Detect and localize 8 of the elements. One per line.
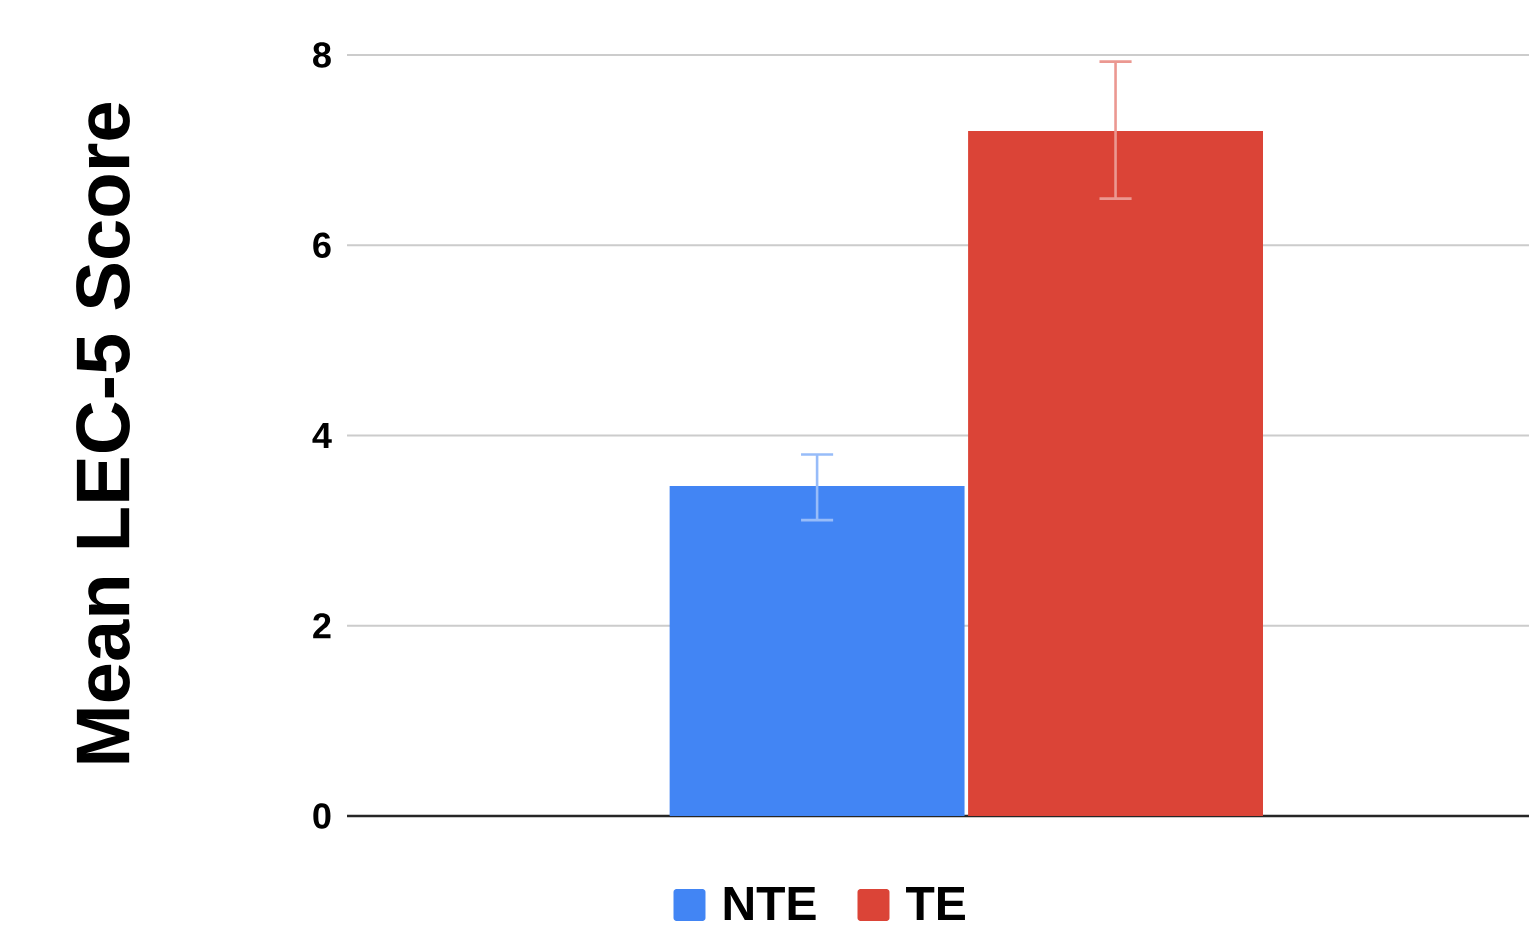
y-tick-label: 6 bbox=[313, 232, 331, 258]
y-tick-label: 4 bbox=[312, 423, 332, 448]
y-tick-label: 0 bbox=[313, 803, 331, 829]
y-tick-label: 8 bbox=[313, 42, 331, 68]
y-tick-label: 2 bbox=[313, 613, 331, 639]
y-axis-title: Mean LEC-5 Score bbox=[76, 103, 130, 763]
legend-label: TE bbox=[906, 887, 965, 921]
legend-label: NTE bbox=[724, 887, 816, 921]
